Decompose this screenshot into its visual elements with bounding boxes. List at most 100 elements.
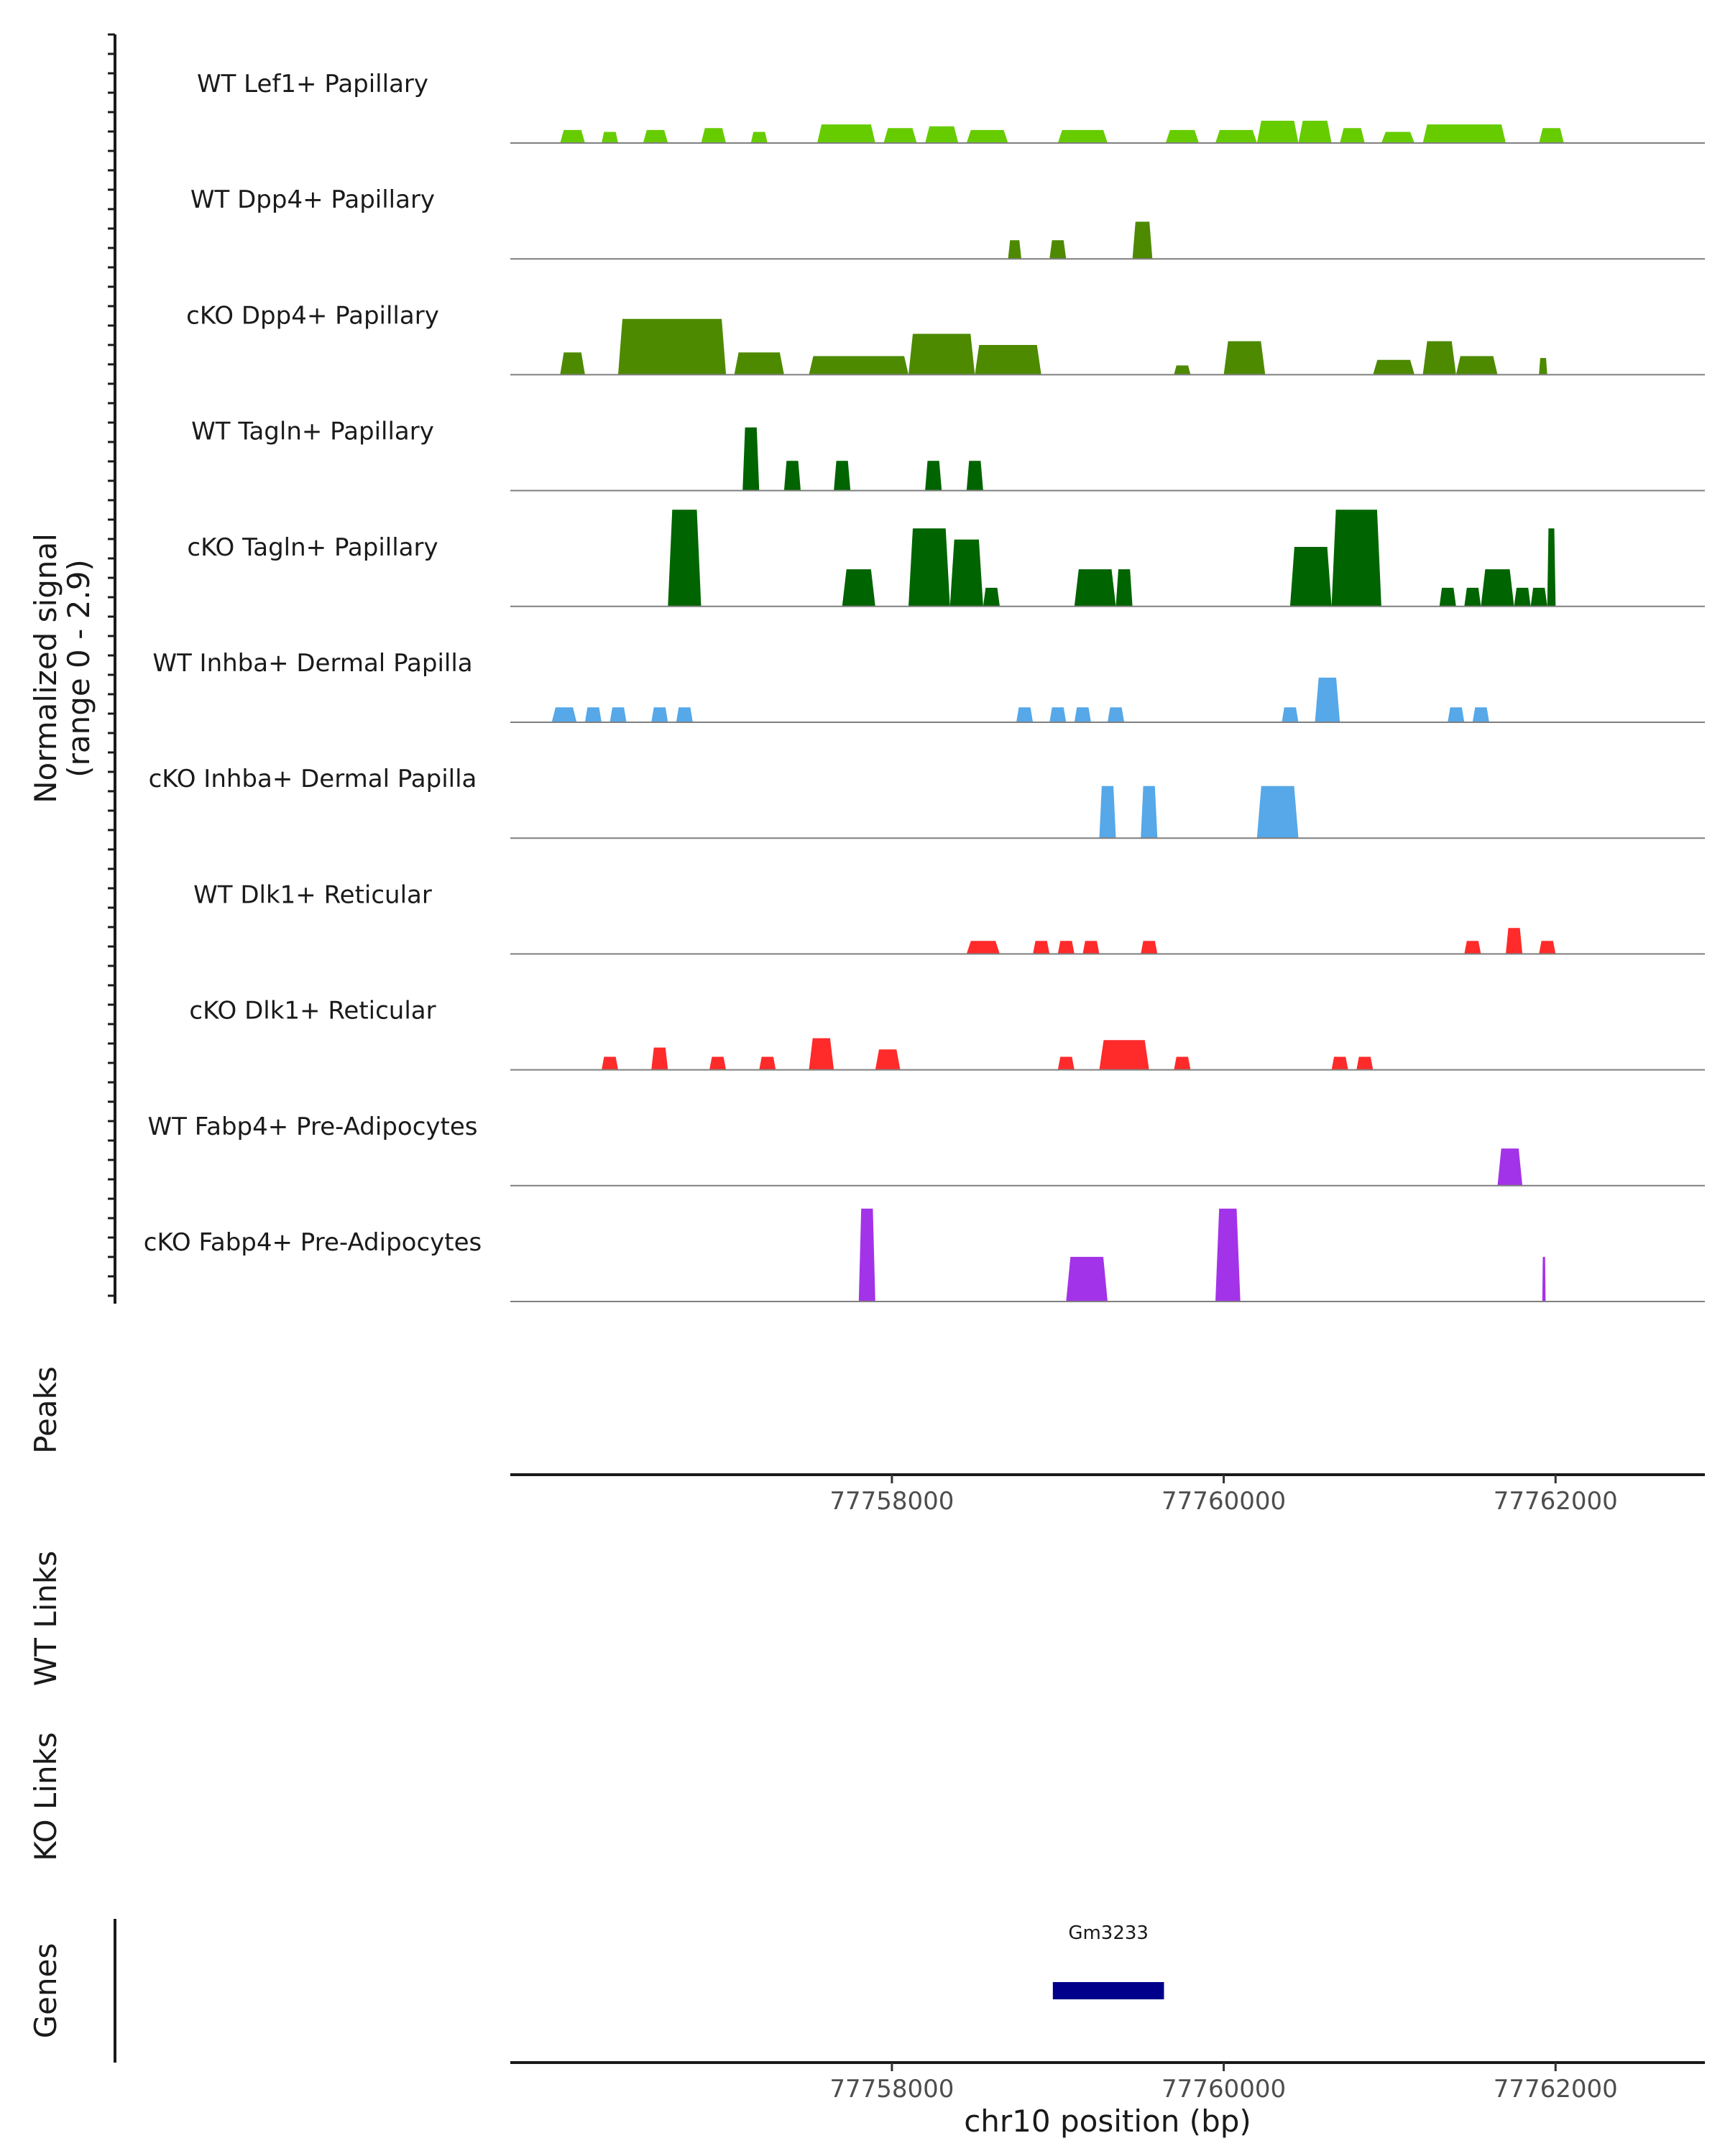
coverage-peak xyxy=(1057,1056,1075,1070)
coverage-peak xyxy=(1008,240,1021,259)
coverage-peak xyxy=(651,707,668,722)
coverage-peak xyxy=(1422,124,1506,143)
coverage-peak xyxy=(709,1056,727,1070)
coverage-peak xyxy=(1141,786,1158,839)
y-axis: Normalized signal (range 0 - 2.9) xyxy=(28,33,116,1304)
wt-links-label: WT Links xyxy=(28,1551,63,1686)
gene-name: Gm3233 xyxy=(1068,1922,1149,1944)
coverage-peak xyxy=(817,124,875,143)
coverage-peak xyxy=(1049,707,1067,722)
gene-models: Gm3233 xyxy=(1052,1922,1164,1999)
coverage-peak xyxy=(1481,569,1514,607)
coverage-peak xyxy=(1464,941,1481,954)
coverage-peak xyxy=(1289,547,1332,607)
coverage-peak xyxy=(1174,1056,1191,1070)
coverage-peak xyxy=(1539,128,1564,143)
strand-arrow-icon xyxy=(1146,1984,1156,1997)
coverage-peak xyxy=(551,707,577,722)
coverage-peak xyxy=(975,345,1041,375)
coverage-peak xyxy=(966,461,983,491)
strand-arrow-icon xyxy=(1133,1984,1144,1997)
track-label: WT Dpp4+ Papillary xyxy=(190,185,435,214)
coverage-peak xyxy=(834,461,851,491)
coverage-peak xyxy=(1223,341,1266,375)
coverage-peak xyxy=(602,1056,618,1070)
x-tick-label: 77758000 xyxy=(829,1487,954,1516)
coverage-peak xyxy=(1315,677,1340,722)
track: cKO Tagln+ Papillary xyxy=(187,510,1705,607)
coverage-peak xyxy=(1506,928,1523,954)
track: cKO Inhba+ Dermal Papilla xyxy=(149,765,1705,839)
coverage-peak xyxy=(1057,129,1108,143)
coverage-peak xyxy=(1539,941,1556,954)
x-tick-label: 77760000 xyxy=(1162,1487,1286,1516)
genes-x-axis-ticks: 77758000 77760000 77762000 xyxy=(829,2063,1618,2104)
track-label: cKO Dlk1+ Reticular xyxy=(189,997,436,1026)
track: WT Fabp4+ Pre-Adipocytes xyxy=(148,1112,1705,1187)
coverage-peak xyxy=(1331,1056,1348,1070)
coverage-peak xyxy=(908,528,950,607)
y-axis-title-line2: (range 0 - 2.9) xyxy=(61,559,96,778)
strand-arrow-icon xyxy=(1107,1984,1118,1997)
coverage-peak xyxy=(618,318,727,375)
coverage-peak xyxy=(1340,128,1365,143)
coverage-peak xyxy=(883,128,917,143)
coverage-peak xyxy=(1074,569,1116,607)
coverage-peak xyxy=(783,461,801,491)
coverage-peak xyxy=(1108,707,1125,722)
coverage-peak xyxy=(858,1208,875,1302)
strand-arrow-icon xyxy=(1094,1984,1105,1997)
genes-panel: Genes Gm3233 77758000 77760000 77762000 ch… xyxy=(28,1919,1705,2139)
peaks-panel: Peaks 77758000 77760000 77762000 xyxy=(28,1366,1705,1516)
y-axis-ticks xyxy=(108,33,115,1297)
coverage-peak xyxy=(1082,941,1100,954)
coverage-peak xyxy=(1298,121,1332,143)
coverage-peak xyxy=(1439,587,1456,607)
coverage-peak xyxy=(1381,132,1414,143)
coverage-peak xyxy=(1331,510,1381,607)
coverage-peak xyxy=(908,333,975,375)
coverage-peak xyxy=(925,461,942,491)
coverage-peak xyxy=(610,707,627,722)
track-label: WT Dlk1+ Reticular xyxy=(193,880,432,909)
peaks-x-axis-ticks: 77758000 77760000 77762000 xyxy=(829,1475,1618,1516)
coverage-peak xyxy=(1174,365,1191,375)
coverage-peak xyxy=(1472,707,1489,722)
track: cKO Fabp4+ Pre-Adipocytes xyxy=(144,1208,1705,1302)
track-label: WT Fabp4+ Pre-Adipocytes xyxy=(148,1112,478,1141)
coverage-peak xyxy=(1464,587,1481,607)
track: WT Lef1+ Papillary xyxy=(197,70,1705,144)
coverage-peak xyxy=(925,126,959,143)
coverage-peak xyxy=(701,128,727,143)
genes-label: Genes xyxy=(28,1943,63,2039)
x-axis-title: chr10 position (bp) xyxy=(964,2104,1251,2139)
track-label: WT Inhba+ Dermal Papilla xyxy=(152,649,472,678)
coverage-peak xyxy=(584,707,602,722)
coverage-peak xyxy=(643,129,668,143)
track-label: WT Tagln+ Papillary xyxy=(191,418,434,446)
x-tick-label: 77762000 xyxy=(1494,1487,1618,1516)
coverage-peak xyxy=(1547,528,1556,607)
coverage-peak xyxy=(1165,129,1199,143)
ko-links-label: KO Links xyxy=(28,1732,63,1861)
coverage-peak xyxy=(1514,587,1531,607)
coverage-peak xyxy=(1049,240,1067,259)
coverage-peak xyxy=(734,352,784,375)
track: WT Tagln+ Papillary xyxy=(191,418,1705,492)
coverage-peak xyxy=(759,1056,776,1070)
coverage-peak xyxy=(1256,786,1299,839)
coverage-peak xyxy=(1057,941,1075,954)
coverage-peak xyxy=(1033,941,1050,954)
track: cKO Dlk1+ Reticular xyxy=(189,997,1705,1071)
coverage-peak xyxy=(1116,569,1133,607)
coverage-peak xyxy=(676,707,693,722)
coverage-peak xyxy=(983,587,1000,607)
gene-body xyxy=(1052,1982,1164,1999)
coverage-peak xyxy=(1256,121,1299,143)
strand-arrow-icon xyxy=(1081,1984,1092,1997)
track-label: cKO Dpp4+ Papillary xyxy=(186,301,439,330)
coverage-peak xyxy=(1282,707,1299,722)
coverage-peak xyxy=(1016,707,1034,722)
strand-arrow-icon xyxy=(1068,1984,1079,1997)
